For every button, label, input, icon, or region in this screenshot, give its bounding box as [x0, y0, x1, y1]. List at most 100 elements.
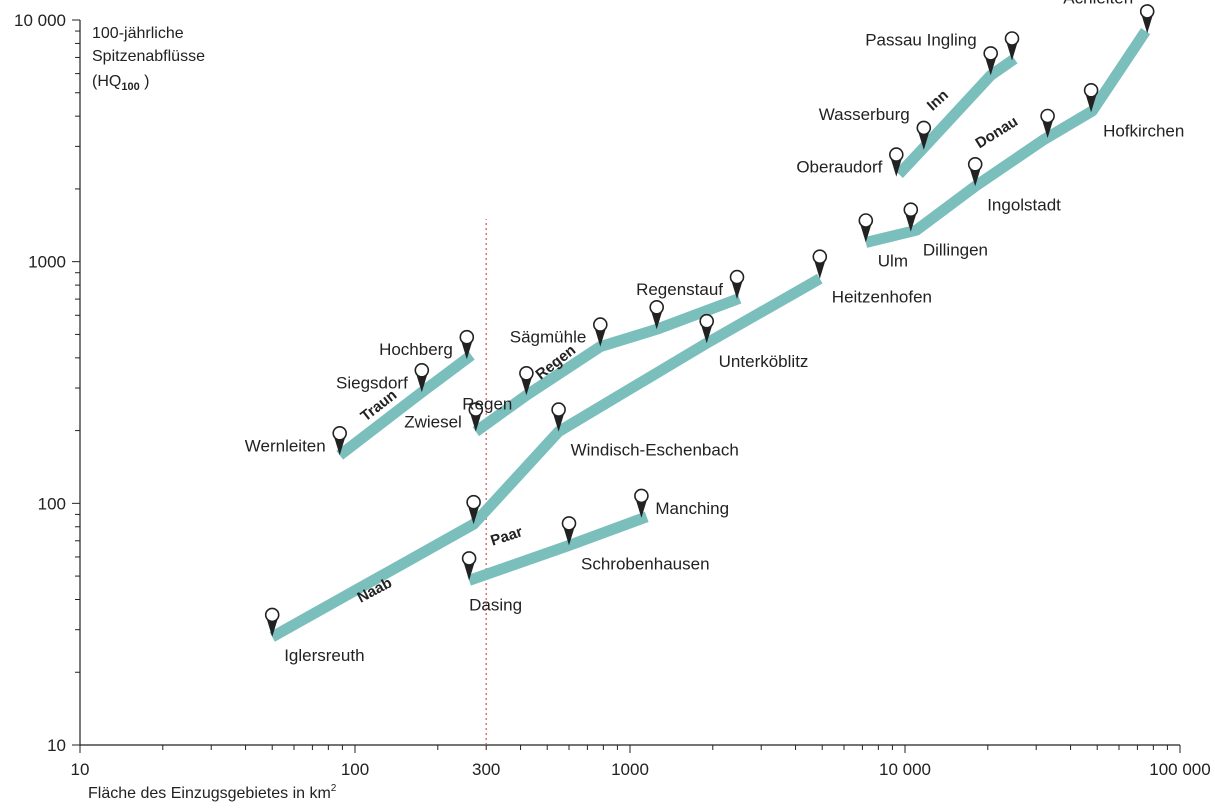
- station-label-passau-ingling: Passau Ingling: [865, 30, 977, 49]
- x-axis-title-superscript: 2: [331, 783, 337, 794]
- y-axis-title-line-2: Spitzenabflüsse: [92, 48, 205, 65]
- y-tick-label: 1000: [28, 253, 66, 272]
- x-axis-title-text: Fläche des Einzugsgebietes in km: [88, 785, 331, 802]
- pin-head-icon: [1139, 4, 1155, 19]
- station-marker-pin-manching: [634, 488, 649, 518]
- pin-head-icon: [649, 299, 665, 315]
- pin-head-icon: [561, 516, 577, 531]
- pin-stem-icon: [731, 281, 743, 300]
- station-marker-pin-zwiesel: [468, 402, 484, 432]
- pin-head-icon: [1083, 83, 1099, 98]
- pin-stem-icon: [918, 131, 930, 150]
- pin-head-icon: [699, 313, 715, 329]
- y-unit-subscript: 100: [121, 81, 139, 93]
- pin-stem-icon: [890, 158, 902, 177]
- river-label-donau: Donau: [972, 113, 1021, 152]
- pin-head-icon: [1040, 108, 1055, 124]
- x-tick-label: 100 000: [1149, 760, 1210, 779]
- pin-head-icon: [634, 488, 649, 504]
- station-marker-pin: [649, 299, 665, 330]
- station-label-ulm: Ulm: [878, 252, 908, 271]
- river-band-donau: [864, 28, 1151, 248]
- pin-head-icon: [858, 213, 874, 228]
- station-marker-pin-passau-ingling: [983, 46, 999, 76]
- pin-head-icon: [1004, 31, 1020, 46]
- pin-stem-icon: [985, 57, 997, 76]
- station-markers: [264, 4, 1155, 637]
- station-label-s-gm-hle: Sägmühle: [510, 328, 587, 347]
- station-label-dillingen: Dillingen: [923, 241, 988, 260]
- station-marker-pin-wernleiten: [332, 425, 348, 456]
- station-label-hochberg: Hochberg: [379, 340, 453, 359]
- pin-head-icon: [459, 329, 475, 345]
- pin-stem-icon: [334, 437, 346, 456]
- pin-head-icon: [729, 269, 745, 285]
- station-label-schrobenhausen: Schrobenhausen: [581, 554, 710, 573]
- station-label-siegsdorf: Siegsdorf: [336, 373, 408, 392]
- x-tick-label: 10: [71, 760, 90, 779]
- y-axis-title-unit: (HQ100 ): [92, 73, 149, 93]
- station-label-heitzenhofen: Heitzenhofen: [832, 288, 932, 307]
- y-unit-suffix: ): [140, 73, 150, 90]
- pin-stem-icon: [266, 618, 278, 637]
- pin-head-icon: [888, 147, 904, 162]
- station-marker-pin: [1004, 31, 1020, 61]
- station-label-manching: Manching: [655, 499, 729, 518]
- station-label-dasing: Dasing: [469, 595, 522, 614]
- pin-stem-icon: [905, 213, 917, 232]
- pin-head-icon: [264, 607, 280, 623]
- pin-stem-icon: [1006, 42, 1018, 61]
- station-label-oberaudorf: Oberaudorf: [796, 158, 882, 177]
- station-marker-pin-achleiten: [1139, 4, 1155, 34]
- pin-stem-icon: [860, 224, 872, 243]
- x-tick-label: 1000: [611, 760, 649, 779]
- pin-stem-icon: [594, 328, 606, 347]
- station-marker-pin-siegsdorf: [414, 362, 430, 393]
- pin-head-icon: [468, 402, 484, 417]
- river-label-inn: Inn: [924, 87, 952, 115]
- station-marker-pin-regen: [519, 365, 534, 396]
- pin-stem-icon: [468, 506, 480, 525]
- axes: 10 100 300 1000 10 000 100 000 10 100 1000 10 000: [14, 11, 1211, 779]
- x-tick-label: 300: [472, 760, 500, 779]
- station-label-hofkirchen: Hofkirchen: [1103, 121, 1184, 140]
- x-tick-label: 100: [341, 760, 369, 779]
- station-label-wasserburg: Wasserburg: [819, 105, 910, 124]
- station-marker-pin-hochberg: [459, 329, 475, 360]
- pin-stem-icon: [470, 413, 482, 432]
- station-label-ingolstadt: Ingolstadt: [987, 195, 1061, 214]
- y-tick-label: 10: [47, 736, 66, 755]
- station-label-unterk-blitz: Unterköblitz: [719, 352, 809, 371]
- pin-head-icon: [519, 365, 534, 381]
- pin-stem-icon: [563, 527, 575, 546]
- pin-stem-icon: [651, 311, 663, 330]
- axis-titles: 100-jährliche Spitzenabflüsse (HQ100 ) Fläc…: [88, 25, 337, 802]
- station-label-iglersreuth: Iglersreuth: [284, 646, 364, 665]
- x-tick-label: 10 000: [879, 760, 931, 779]
- pin-head-icon: [916, 120, 932, 136]
- pin-stem-icon: [520, 377, 532, 396]
- station-marker-pin-iglersreuth: [264, 607, 280, 637]
- station-label-achleiten: Achleiten: [1063, 0, 1133, 7]
- station-marker-pin-wasserburg: [916, 120, 932, 150]
- y-tick-label: 100: [38, 494, 66, 513]
- y-axis-title-line-1: 100-jährliche: [92, 25, 184, 42]
- station-marker-pin-dasing: [461, 551, 477, 581]
- station-marker-pin-unterk-blitz: [699, 313, 715, 344]
- pin-stem-icon: [416, 374, 428, 393]
- station-label-zwiesel: Zwiesel: [404, 413, 462, 432]
- x-axis-title: Fläche des Einzugsgebietes in km2: [88, 783, 337, 802]
- station-marker-pin-dillingen: [903, 202, 919, 232]
- station-marker-pin-heitzenhofen: [812, 249, 828, 279]
- station-marker-pin: [1040, 108, 1055, 138]
- pin-head-icon: [812, 249, 828, 265]
- pin-head-icon: [466, 494, 481, 510]
- pin-stem-icon: [1141, 15, 1153, 34]
- station-marker-pin-hofkirchen: [1083, 83, 1099, 113]
- pin-head-icon: [332, 425, 348, 441]
- station-label-windisch-eschenbach: Windisch-Eschenbach: [571, 441, 739, 460]
- pin-head-icon: [592, 317, 608, 332]
- river-band-inn: [894, 54, 1018, 178]
- station-marker-pin-ulm: [858, 213, 874, 243]
